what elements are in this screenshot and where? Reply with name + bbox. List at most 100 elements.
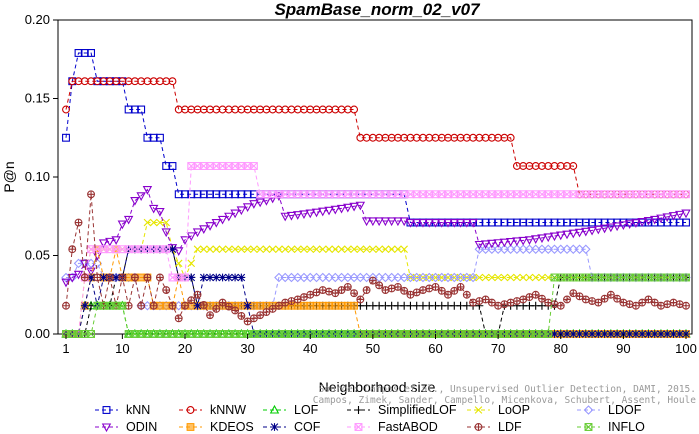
data-point (130, 273, 139, 282)
data-point (649, 215, 660, 225)
data-point (418, 218, 428, 228)
data-point (544, 273, 553, 282)
data-point (243, 245, 252, 254)
data-point (538, 273, 546, 282)
data-point (524, 236, 535, 245)
data-point (506, 298, 515, 307)
data-point (318, 207, 328, 217)
data-point (280, 272, 290, 283)
data-point (225, 245, 233, 254)
data-point (468, 272, 478, 283)
data-point (562, 244, 572, 254)
data-point (356, 190, 365, 199)
data-point (218, 273, 227, 282)
data-point (217, 215, 228, 225)
data-point (98, 239, 109, 249)
series-line (66, 249, 686, 335)
data-point (336, 204, 347, 214)
data-point (500, 273, 509, 282)
data-point (268, 304, 277, 313)
data-point (73, 258, 84, 269)
legend-marker (354, 406, 363, 414)
data-point (606, 290, 615, 299)
legend-label: ODIN (126, 420, 157, 434)
data-point (600, 294, 609, 303)
x-tick-label: 20 (178, 341, 192, 356)
data-point (455, 272, 466, 283)
legend-item-knnw: kNNW (179, 403, 246, 417)
data-point (242, 203, 253, 212)
series-ldf (62, 190, 690, 326)
data-point (292, 211, 303, 220)
data-point (193, 301, 202, 310)
data-point (262, 330, 271, 338)
data-point (418, 272, 428, 283)
data-point (574, 228, 585, 238)
data-point (682, 218, 690, 227)
data-point (87, 273, 95, 282)
data-point (682, 301, 690, 310)
data-point (625, 330, 634, 338)
data-point (581, 227, 591, 237)
x-tick-label: 1 (62, 341, 69, 356)
legend-item-kdeos: KDEOS (179, 420, 254, 434)
data-point (168, 245, 177, 254)
legend-label: SimplifiedLOF (378, 403, 457, 417)
data-point (662, 213, 672, 223)
data-point (419, 286, 427, 294)
data-point (425, 284, 434, 293)
legend-label: KDEOS (210, 420, 254, 434)
x-tick-label: 40 (303, 341, 317, 356)
x-tick-label: 90 (616, 341, 630, 356)
legend-marker (584, 423, 593, 431)
data-point (187, 259, 196, 268)
data-point (606, 223, 616, 233)
data-point (436, 272, 447, 283)
data-point (455, 218, 466, 228)
legend-marker (270, 423, 279, 431)
data-point (669, 298, 678, 307)
data-point (449, 218, 460, 228)
data-point (368, 276, 377, 285)
series-line (66, 222, 686, 335)
data-point (212, 304, 221, 313)
data-point (231, 273, 239, 282)
data-point (480, 244, 491, 254)
data-point (475, 297, 484, 305)
data-point (186, 232, 196, 242)
data-point (675, 330, 684, 338)
data-point (456, 282, 465, 291)
series-simplifiedlof (62, 245, 690, 338)
data-point (137, 301, 146, 310)
data-point (613, 294, 622, 303)
data-point (67, 273, 77, 283)
data-point (474, 244, 485, 254)
data-point (311, 272, 322, 283)
legend-label: COF (294, 420, 321, 434)
data-point (386, 272, 397, 283)
data-point (681, 209, 691, 219)
data-point (281, 245, 289, 254)
data-point (325, 287, 333, 296)
data-point (443, 272, 453, 283)
data-point (563, 330, 571, 338)
data-point (299, 272, 309, 283)
data-point (487, 298, 496, 307)
data-point (350, 289, 359, 298)
data-point (380, 272, 391, 283)
data-point (99, 273, 108, 282)
data-point (224, 212, 234, 222)
data-point (237, 245, 246, 254)
data-point (606, 330, 615, 338)
data-point (350, 245, 358, 254)
data-point (368, 217, 378, 227)
data-point (555, 244, 566, 254)
series-line (66, 305, 686, 335)
watermark-line-2: Campos, Zimek, Sander, Campello, Micenko… (313, 395, 696, 406)
data-point (487, 244, 497, 254)
data-point (556, 301, 565, 310)
data-point (393, 217, 403, 227)
data-point (317, 272, 328, 283)
data-point (405, 218, 416, 228)
data-point (650, 298, 659, 307)
